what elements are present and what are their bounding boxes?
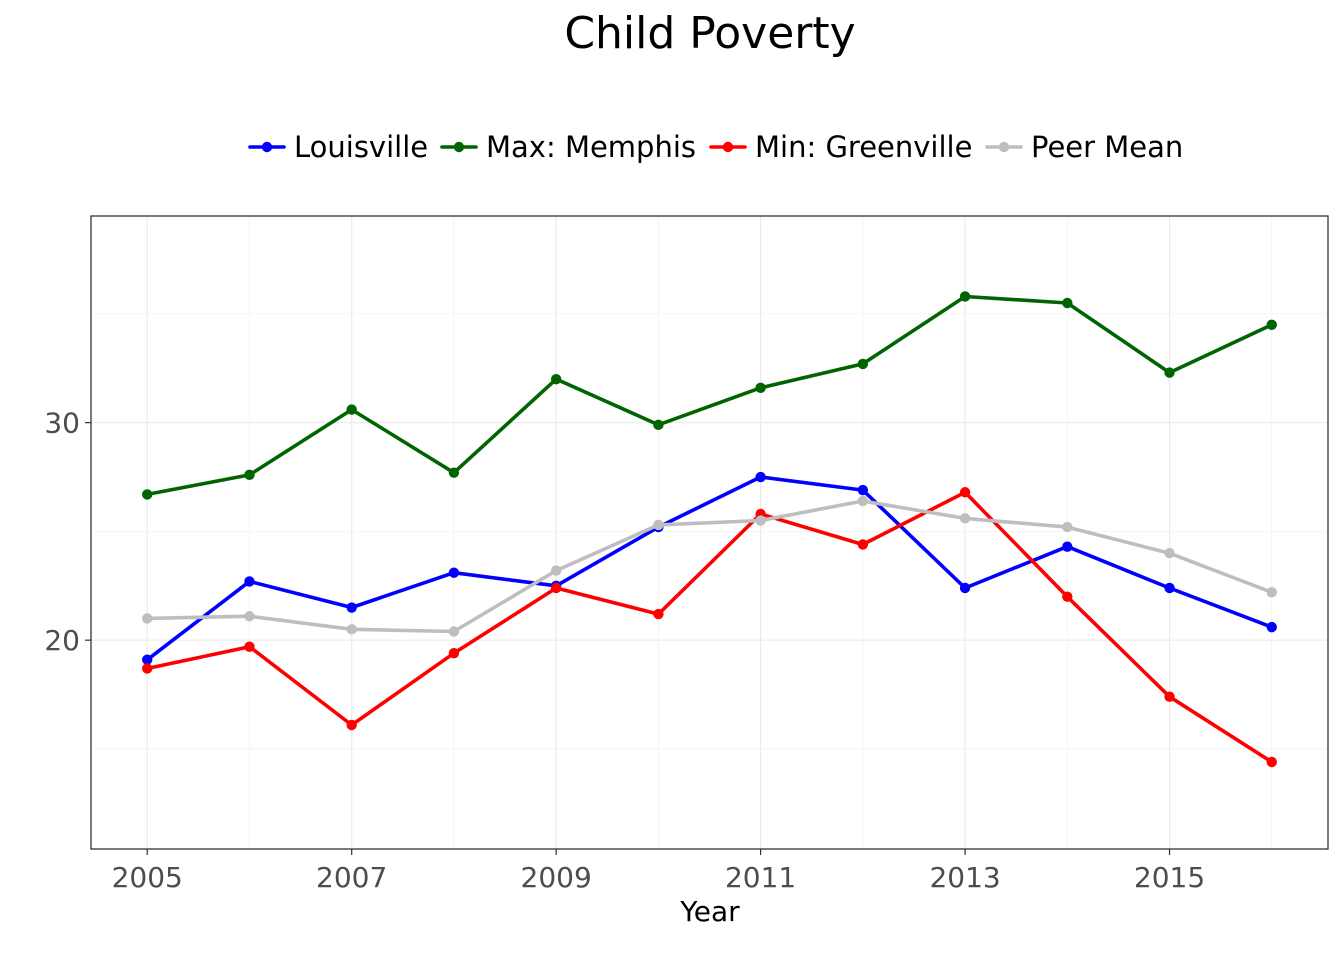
data-point <box>448 626 460 637</box>
legend-label: Min: Greenville <box>755 130 972 164</box>
legend-item-max-memphis: Max: Memphis <box>440 130 696 164</box>
data-point <box>1266 587 1277 598</box>
data-point <box>448 567 460 578</box>
legend-item-min-greenville: Min: Greenville <box>709 130 972 164</box>
data-point <box>448 467 460 478</box>
data-point <box>1164 367 1175 378</box>
data-point <box>244 576 255 587</box>
series-line <box>145 475 1274 662</box>
data-point <box>1062 521 1073 533</box>
y-tick-label: 30 <box>44 407 80 440</box>
data-point <box>1062 541 1073 552</box>
legend-key-point <box>453 141 465 153</box>
data-point <box>653 519 664 531</box>
grid <box>91 216 1328 849</box>
data-point <box>1062 297 1073 309</box>
data-point <box>346 404 357 415</box>
data-point <box>653 608 664 620</box>
data-point <box>244 611 255 622</box>
data-point <box>142 613 153 624</box>
data-point <box>959 291 971 302</box>
x-tick-label: 2013 <box>929 861 1000 894</box>
data-point <box>1164 582 1175 594</box>
series-max-memphis <box>142 291 1277 500</box>
data-point <box>550 582 562 594</box>
data-point <box>346 719 357 731</box>
x-tick-label: 2005 <box>112 861 183 894</box>
data-point <box>857 358 869 370</box>
series-peer-mean <box>142 495 1277 637</box>
legend: Louisville Max: Memphis Min: Greenville Pee… <box>248 130 1183 164</box>
data-point <box>653 419 664 431</box>
data-point <box>550 373 562 385</box>
series-line <box>145 294 1274 497</box>
legend-item-louisville: Louisville <box>248 130 428 164</box>
data-point <box>1266 319 1277 330</box>
data-point <box>755 515 766 526</box>
series-line <box>145 490 1274 764</box>
data-point <box>244 641 255 652</box>
data-point <box>755 471 766 483</box>
data-point <box>346 624 357 635</box>
data-point <box>959 582 971 594</box>
data-point <box>244 469 255 481</box>
data-point <box>550 565 562 576</box>
x-tick-label: 2007 <box>316 861 387 894</box>
data-point <box>1062 591 1073 602</box>
x-tick-label: 2011 <box>725 861 796 894</box>
chart-title: Child Poverty <box>564 8 855 59</box>
series-min-greenville <box>142 487 1277 768</box>
data-point <box>857 495 869 507</box>
data-point <box>142 489 153 500</box>
data-point <box>142 663 153 674</box>
x-axis-title: Year <box>679 895 740 928</box>
data-point <box>1266 756 1277 768</box>
legend-key-point <box>722 141 734 153</box>
data-point <box>346 602 357 613</box>
data-point <box>142 654 153 665</box>
x-tick-label: 2009 <box>521 861 592 894</box>
y-tick-label: 20 <box>44 624 80 657</box>
data-point <box>857 539 869 550</box>
legend-key-point <box>998 141 1010 153</box>
legend-label: Louisville <box>294 130 428 164</box>
series-layer <box>142 291 1277 768</box>
legend-label: Peer Mean <box>1031 130 1183 164</box>
data-point <box>1266 621 1277 633</box>
data-point <box>755 382 766 394</box>
data-point <box>857 484 869 496</box>
legend-key-point <box>261 141 273 153</box>
legend-item-peer-mean: Peer Mean <box>985 130 1183 164</box>
legend-label: Max: Memphis <box>486 130 696 164</box>
data-point <box>1164 691 1175 702</box>
x-tick-label: 2015 <box>1134 861 1205 894</box>
plot-panel-border <box>90 215 1329 850</box>
series-line <box>145 499 1274 634</box>
x-axis: 2005 2007 2009 2011 2013 2015 <box>112 849 1205 894</box>
data-point <box>448 648 460 659</box>
data-point <box>1164 547 1175 559</box>
data-point <box>959 487 971 498</box>
data-point <box>959 513 971 524</box>
